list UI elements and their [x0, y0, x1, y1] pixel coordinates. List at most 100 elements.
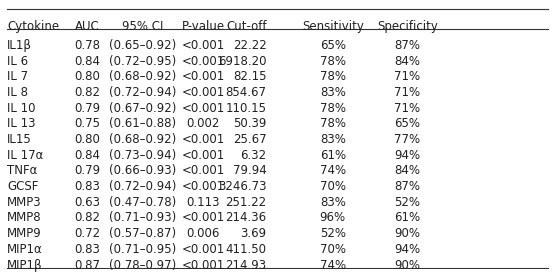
Text: MMP8: MMP8	[7, 211, 42, 224]
Text: 0.83: 0.83	[74, 243, 100, 256]
Text: 110.15: 110.15	[225, 102, 266, 115]
Text: <0.001: <0.001	[181, 70, 225, 83]
Text: 65%: 65%	[320, 39, 346, 52]
Text: (0.72–0.95): (0.72–0.95)	[109, 55, 176, 68]
Text: MIP1α: MIP1α	[7, 243, 43, 256]
Text: 6.32: 6.32	[240, 149, 266, 162]
Text: IL 7: IL 7	[7, 70, 28, 83]
Text: IL 8: IL 8	[7, 86, 28, 99]
Text: TNFα: TNFα	[7, 164, 37, 177]
Text: 70%: 70%	[320, 180, 346, 193]
Text: (0.67–0.92): (0.67–0.92)	[109, 102, 176, 115]
Text: 0.87: 0.87	[74, 258, 100, 271]
Text: 83%: 83%	[320, 86, 346, 99]
Text: 0.82: 0.82	[74, 211, 100, 224]
Text: 0.75: 0.75	[74, 117, 100, 130]
Text: (0.78–0.97): (0.78–0.97)	[109, 258, 176, 271]
Text: (0.61–0.88): (0.61–0.88)	[109, 117, 176, 130]
Text: 95% CI: 95% CI	[122, 20, 163, 33]
Text: IL1β: IL1β	[7, 39, 32, 52]
Text: (0.57–0.87): (0.57–0.87)	[109, 227, 176, 240]
Text: 251.22: 251.22	[225, 196, 266, 209]
Text: 214.93: 214.93	[225, 258, 266, 271]
Text: P-value: P-value	[181, 20, 225, 33]
Text: 854.67: 854.67	[225, 86, 266, 99]
Text: 0.72: 0.72	[74, 227, 100, 240]
Text: 78%: 78%	[320, 102, 346, 115]
Text: (0.47–0.78): (0.47–0.78)	[109, 196, 176, 209]
Text: 0.79: 0.79	[74, 102, 100, 115]
Text: 0.006: 0.006	[186, 227, 220, 240]
Text: IL 17α: IL 17α	[7, 149, 43, 162]
Text: 65%: 65%	[394, 117, 420, 130]
Text: 94%: 94%	[394, 243, 420, 256]
Text: (0.73–0.94): (0.73–0.94)	[109, 149, 176, 162]
Text: Sensitivity: Sensitivity	[302, 20, 364, 33]
Text: 0.113: 0.113	[186, 196, 220, 209]
Text: 0.82: 0.82	[74, 86, 100, 99]
Text: 71%: 71%	[394, 70, 420, 83]
Text: GCSF: GCSF	[7, 180, 38, 193]
Text: Cytokine: Cytokine	[7, 20, 59, 33]
Text: 96%: 96%	[320, 211, 346, 224]
Text: Cut-off: Cut-off	[226, 20, 266, 33]
Text: 84%: 84%	[394, 55, 420, 68]
Text: <0.001: <0.001	[181, 149, 225, 162]
Text: 0.84: 0.84	[74, 55, 100, 68]
Text: 61%: 61%	[320, 149, 346, 162]
Text: <0.001: <0.001	[181, 39, 225, 52]
Text: <0.001: <0.001	[181, 133, 225, 146]
Text: 52%: 52%	[394, 196, 420, 209]
Text: 22.22: 22.22	[233, 39, 266, 52]
Text: 83%: 83%	[320, 196, 346, 209]
Text: 74%: 74%	[320, 258, 346, 271]
Text: <0.001: <0.001	[181, 243, 225, 256]
Text: 87%: 87%	[394, 180, 420, 193]
Text: 90%: 90%	[394, 258, 420, 271]
Text: 214.36: 214.36	[225, 211, 266, 224]
Text: <0.001: <0.001	[181, 180, 225, 193]
Text: (0.66–0.93): (0.66–0.93)	[109, 164, 176, 177]
Text: 78%: 78%	[320, 70, 346, 83]
Text: 3.69: 3.69	[240, 227, 266, 240]
Text: MIP1β: MIP1β	[7, 258, 43, 271]
Text: 50.39: 50.39	[233, 117, 266, 130]
Text: 411.50: 411.50	[225, 243, 266, 256]
Text: (0.68–0.92): (0.68–0.92)	[109, 70, 176, 83]
Text: 52%: 52%	[320, 227, 346, 240]
Text: 84%: 84%	[394, 164, 420, 177]
Text: 78%: 78%	[320, 55, 346, 68]
Text: 3246.73: 3246.73	[218, 180, 266, 193]
Text: 0.84: 0.84	[74, 149, 100, 162]
Text: 79.94: 79.94	[233, 164, 266, 177]
Text: <0.001: <0.001	[181, 102, 225, 115]
Text: (0.72–0.94): (0.72–0.94)	[109, 86, 176, 99]
Text: <0.001: <0.001	[181, 211, 225, 224]
Text: <0.001: <0.001	[181, 86, 225, 99]
Text: 0.83: 0.83	[74, 180, 100, 193]
Text: 0.002: 0.002	[186, 117, 220, 130]
Text: AUC: AUC	[74, 20, 99, 33]
Text: 71%: 71%	[394, 102, 420, 115]
Text: <0.001: <0.001	[181, 55, 225, 68]
Text: 90%: 90%	[394, 227, 420, 240]
Text: 82.15: 82.15	[233, 70, 266, 83]
Text: 71%: 71%	[394, 86, 420, 99]
Text: 6918.20: 6918.20	[218, 55, 266, 68]
Text: 87%: 87%	[394, 39, 420, 52]
Text: IL 10: IL 10	[7, 102, 36, 115]
Text: 61%: 61%	[394, 211, 420, 224]
Text: (0.71–0.95): (0.71–0.95)	[109, 243, 176, 256]
Text: MMP3: MMP3	[7, 196, 42, 209]
Text: MMP9: MMP9	[7, 227, 42, 240]
Text: 74%: 74%	[320, 164, 346, 177]
Text: 0.80: 0.80	[74, 133, 100, 146]
Text: 0.79: 0.79	[74, 164, 100, 177]
Text: 0.80: 0.80	[74, 70, 100, 83]
Text: IL 6: IL 6	[7, 55, 28, 68]
Text: 0.78: 0.78	[74, 39, 100, 52]
Text: 78%: 78%	[320, 117, 346, 130]
Text: (0.65–0.92): (0.65–0.92)	[109, 39, 176, 52]
Text: Specificity: Specificity	[377, 20, 438, 33]
Text: 70%: 70%	[320, 243, 346, 256]
